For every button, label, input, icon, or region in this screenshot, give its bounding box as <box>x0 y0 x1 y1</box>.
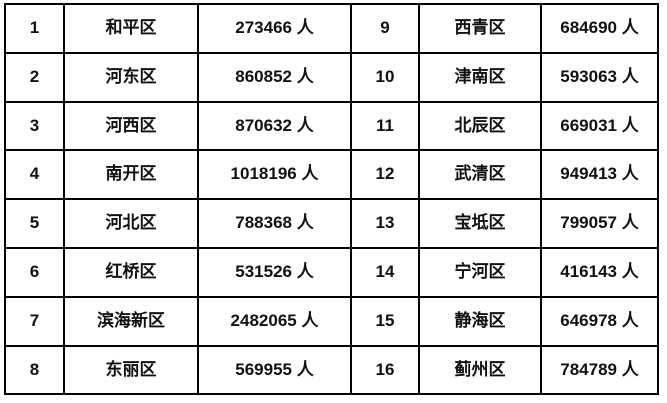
population-cell: 2482065 人 <box>197 295 352 347</box>
population-cell: 669031 人 <box>540 100 659 152</box>
population-cell: 416143 人 <box>540 246 659 298</box>
rank-cell: 14 <box>350 246 420 298</box>
district-cell: 蓟州区 <box>418 344 542 396</box>
population-table: 1 和平区 273466 人 9 西青区 684690 人 2 河东区 8608… <box>4 3 659 396</box>
district-cell: 宁河区 <box>418 246 542 298</box>
rank-cell: 3 <box>4 100 65 152</box>
population-cell: 1018196 人 <box>197 149 352 201</box>
rank-cell: 6 <box>4 246 65 298</box>
population-cell: 860852 人 <box>197 51 352 103</box>
district-cell: 和平区 <box>63 3 199 54</box>
population-cell: 788368 人 <box>197 198 352 249</box>
rank-cell: 8 <box>4 344 65 396</box>
rank-cell: 2 <box>4 51 65 103</box>
rank-cell: 7 <box>4 295 65 347</box>
district-cell: 河东区 <box>63 51 199 103</box>
district-cell: 北辰区 <box>418 100 542 152</box>
rank-cell: 4 <box>4 149 65 201</box>
rank-cell: 11 <box>350 100 420 152</box>
population-cell: 784789 人 <box>540 344 659 396</box>
table-row: 5 河北区 788368 人 13 宝坻区 799057 人 <box>4 198 659 249</box>
district-cell: 红桥区 <box>63 246 199 298</box>
rank-cell: 9 <box>350 3 420 54</box>
rank-cell: 1 <box>4 3 65 54</box>
district-cell: 西青区 <box>418 3 542 54</box>
table-row: 3 河西区 870632 人 11 北辰区 669031 人 <box>4 100 659 152</box>
table-row: 1 和平区 273466 人 9 西青区 684690 人 <box>4 3 659 54</box>
district-cell: 南开区 <box>63 149 199 201</box>
table-row: 4 南开区 1018196 人 12 武清区 949413 人 <box>4 149 659 201</box>
population-cell: 646978 人 <box>540 295 659 347</box>
rank-cell: 5 <box>4 198 65 249</box>
district-cell: 滨海新区 <box>63 295 199 347</box>
population-cell: 684690 人 <box>540 3 659 54</box>
table-row: 8 东丽区 569955 人 16 蓟州区 784789 人 <box>4 344 659 396</box>
rank-cell: 16 <box>350 344 420 396</box>
district-cell: 河西区 <box>63 100 199 152</box>
rank-cell: 12 <box>350 149 420 201</box>
population-cell: 531526 人 <box>197 246 352 298</box>
population-cell: 273466 人 <box>197 3 352 54</box>
district-cell: 河北区 <box>63 198 199 249</box>
rank-cell: 10 <box>350 51 420 103</box>
district-cell: 静海区 <box>418 295 542 347</box>
table-row: 2 河东区 860852 人 10 津南区 593063 人 <box>4 51 659 103</box>
district-cell: 武清区 <box>418 149 542 201</box>
district-cell: 东丽区 <box>63 344 199 396</box>
rank-cell: 13 <box>350 198 420 249</box>
population-cell: 569955 人 <box>197 344 352 396</box>
population-cell: 949413 人 <box>540 149 659 201</box>
population-cell: 870632 人 <box>197 100 352 152</box>
table-row: 7 滨海新区 2482065 人 15 静海区 646978 人 <box>4 295 659 347</box>
district-cell: 津南区 <box>418 51 542 103</box>
population-cell: 799057 人 <box>540 198 659 249</box>
rank-cell: 15 <box>350 295 420 347</box>
district-cell: 宝坻区 <box>418 198 542 249</box>
population-cell: 593063 人 <box>540 51 659 103</box>
table-row: 6 红桥区 531526 人 14 宁河区 416143 人 <box>4 246 659 298</box>
